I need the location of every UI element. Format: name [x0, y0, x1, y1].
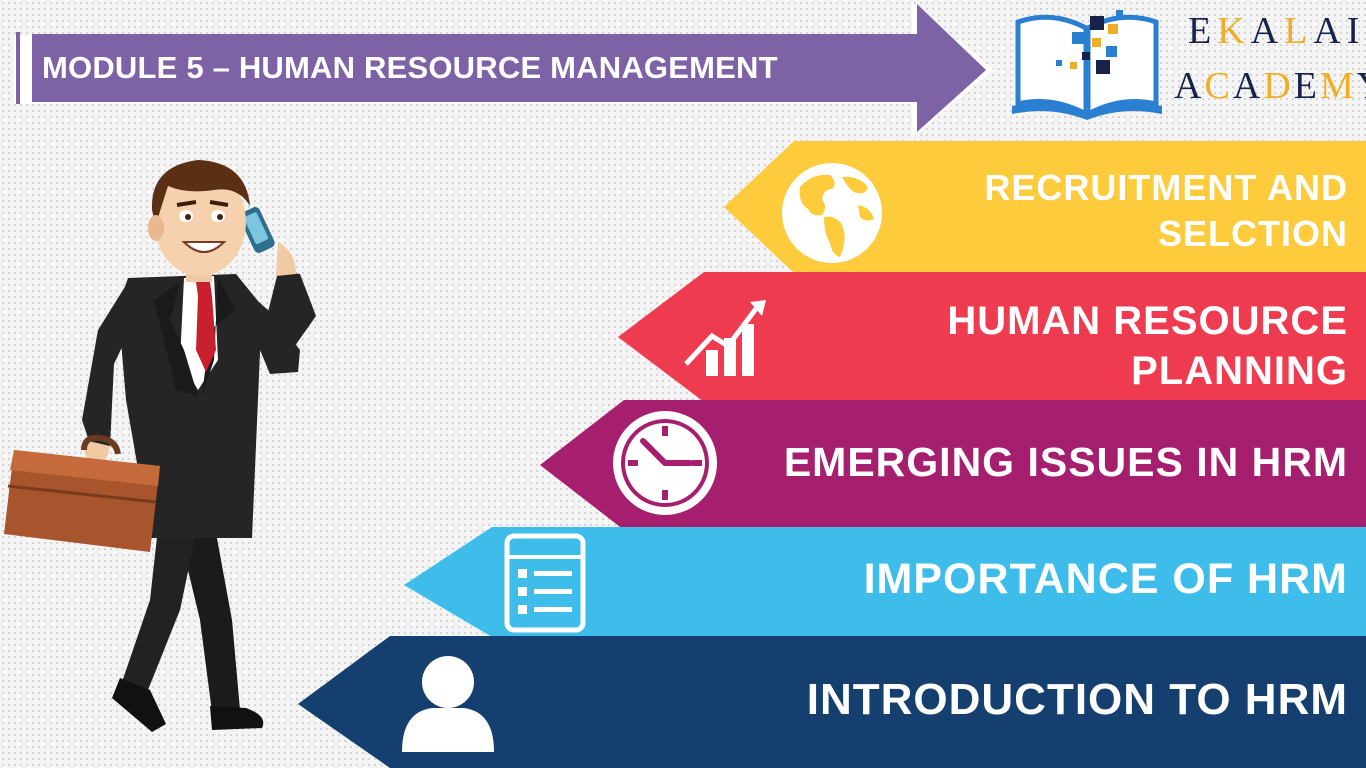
growth-chart-icon — [684, 300, 766, 376]
topic-importance-of-hrm: IMPORTANCE OF HRM — [404, 527, 1366, 637]
brand-name-line1: EKALAI — [1188, 10, 1366, 52]
topic-human-resource-planning: HUMAN RESOURCE PLANNING — [618, 272, 1366, 402]
topic-introduction-to-hrm: INTRODUCTION TO HRM — [298, 636, 1366, 768]
topic-label-line1: RECRUITMENT AND — [984, 167, 1348, 208]
topic-recruitment-selection: RECRUITMENT AND SELCTION — [724, 141, 1366, 273]
brand-name-line2: ACADEMY — [1174, 65, 1366, 107]
topic-label-line1: INTRODUCTION TO HRM — [806, 675, 1348, 724]
topic-emerging-issues: EMERGING ISSUES IN HRM — [540, 400, 1366, 530]
checklist-icon — [504, 533, 586, 633]
user-icon — [402, 656, 494, 752]
topic-label-line2: SELCTION — [1157, 213, 1348, 254]
globe-icon — [782, 163, 882, 263]
businessman-illustration — [4, 160, 316, 732]
topic-label-line2: PLANNING — [1131, 349, 1348, 393]
topic-label-line1: IMPORTANCE OF HRM — [863, 555, 1348, 603]
academy-logo — [1012, 10, 1162, 120]
topic-label-line1: HUMAN RESOURCE — [947, 299, 1348, 343]
clock-icon — [613, 411, 717, 515]
title-banner — [14, 2, 994, 138]
topic-label-line1: EMERGING ISSUES IN HRM — [783, 439, 1348, 485]
page-title: MODULE 5 – HUMAN RESOURCE MANAGEMENT — [42, 50, 778, 85]
